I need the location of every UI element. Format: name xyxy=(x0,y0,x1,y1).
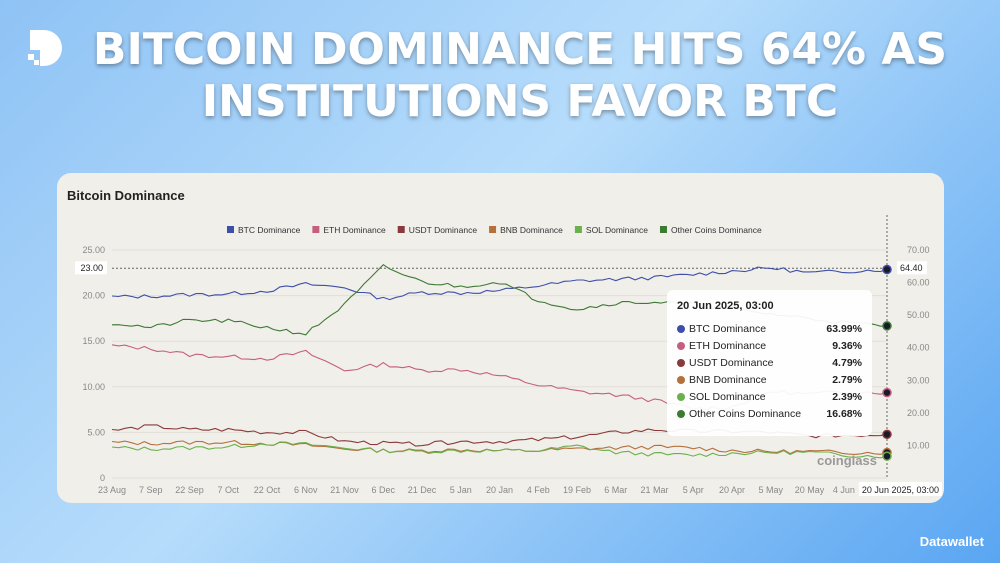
legend-swatch xyxy=(312,226,320,233)
crosshair-right-label: 64.40 xyxy=(900,263,923,273)
x-tick-label: 20 May xyxy=(795,485,825,495)
left-tick-label: 15.00 xyxy=(82,336,105,346)
x-tick-label: 4 Jun xyxy=(833,485,855,495)
tooltip-row: Other Coins Dominance 16.68% xyxy=(677,405,862,422)
tooltip-series-name: Other Coins Dominance xyxy=(689,407,802,420)
x-tick-label: 20 Jan xyxy=(486,485,513,495)
legend-label: USDT Dominance xyxy=(409,225,478,235)
x-tick-label: 5 Jan xyxy=(450,485,472,495)
series-end-marker xyxy=(882,387,892,398)
right-tick-label: 70.00 xyxy=(907,245,930,255)
tooltip-series-name: USDT Dominance xyxy=(689,356,774,369)
chart-card: Bitcoin Dominance 0 5.00 10.00 15.00 20.00 25… xyxy=(57,173,944,503)
legend-label: BNB Dominance xyxy=(500,225,563,235)
crosshair-x-box xyxy=(858,482,942,496)
series-dot-icon xyxy=(677,375,685,384)
tooltip-series-value: 9.36% xyxy=(832,339,862,352)
right-tick-label: 10.00 xyxy=(907,440,930,450)
legend-swatch xyxy=(227,226,234,233)
x-tick-label: 21 Dec xyxy=(408,485,437,495)
coinglass-watermark: coinglass xyxy=(817,453,877,468)
series-dot-icon xyxy=(677,392,685,401)
tooltip-series-value: 2.79% xyxy=(832,373,862,386)
series-dot-icon xyxy=(677,409,685,418)
x-tick-label: 19 Feb xyxy=(563,485,591,495)
series-dot-icon xyxy=(677,358,685,367)
x-tick-label: 6 Mar xyxy=(604,485,627,495)
tooltip: 20 Jun 2025, 03:00 BTC Dominance 63.99% ET… xyxy=(667,290,872,436)
tooltip-series-name: BTC Dominance xyxy=(689,322,767,335)
legend-swatch xyxy=(397,226,405,233)
tooltip-series-value: 63.99% xyxy=(826,322,862,335)
tooltip-series-name: ETH Dominance xyxy=(689,339,767,352)
crosshair-left-label: 23.00 xyxy=(80,263,103,273)
x-tick-label: 5 May xyxy=(758,485,783,495)
x-tick-label: 7 Oct xyxy=(217,485,239,495)
chart-svg: 0 5.00 10.00 15.00 20.00 25.00 10.00 20.00 30.00… xyxy=(75,215,942,496)
tooltip-row: BNB Dominance 2.79% xyxy=(677,371,862,388)
datawallet-logo-icon xyxy=(28,30,62,66)
legend-swatch xyxy=(489,226,497,233)
tooltip-series-name: BNB Dominance xyxy=(689,373,767,386)
left-tick-label: 25.00 xyxy=(82,245,105,255)
series-dot-icon xyxy=(677,324,685,333)
series-line xyxy=(111,266,888,301)
x-tick-label: 7 Sep xyxy=(139,485,163,495)
brand-label: Datawallet xyxy=(919,534,984,549)
x-tick-label: 6 Nov xyxy=(294,485,318,495)
left-tick-label: 5.00 xyxy=(87,427,105,437)
tooltip-row: USDT Dominance 4.79% xyxy=(677,354,862,371)
crosshair-left-box xyxy=(75,261,107,275)
chart-title: Bitcoin Dominance xyxy=(67,188,185,203)
legend-swatch xyxy=(659,226,667,233)
series-end-marker xyxy=(882,321,892,331)
left-tick-label: 10.00 xyxy=(82,382,105,392)
x-tick-label: 5 Apr xyxy=(683,485,704,495)
legend-label: Other Coins Dominance xyxy=(671,225,762,235)
x-tick-label: 6 Dec xyxy=(371,485,395,495)
tooltip-series-name: SOL Dominance xyxy=(689,390,766,403)
series-end-marker xyxy=(882,264,892,275)
right-tick-label: 20.00 xyxy=(907,408,930,418)
tooltip-series-value: 16.68% xyxy=(826,407,862,420)
series-line xyxy=(111,440,888,455)
x-tick-label: 22 Sep xyxy=(175,485,204,495)
series-line xyxy=(111,441,888,459)
crosshair-x-label: 20 Jun 2025, 03:00 xyxy=(862,485,939,495)
right-tick-label: 30.00 xyxy=(907,375,930,385)
tooltip-row: SOL Dominance 2.39% xyxy=(677,388,862,405)
tooltip-row: ETH Dominance 9.36% xyxy=(677,337,862,354)
tooltip-series-value: 4.79% xyxy=(832,356,862,369)
x-tick-label: 22 Oct xyxy=(254,485,281,495)
right-tick-label: 60.00 xyxy=(907,278,930,288)
legend-label: SOL Dominance xyxy=(586,225,648,235)
tooltip-title: 20 Jun 2025, 03:00 xyxy=(677,300,774,312)
crosshair-right-box xyxy=(897,261,927,275)
x-tick-label: 23 Aug xyxy=(98,485,126,495)
series-end-marker xyxy=(882,451,892,461)
series-end-marker xyxy=(882,429,892,440)
series-dot-icon xyxy=(677,341,685,350)
legend-label: BTC Dominance xyxy=(238,225,301,235)
x-tick-label: 4 Feb xyxy=(527,485,550,495)
x-tick-label: 21 Nov xyxy=(330,485,359,495)
tooltip-row: BTC Dominance 63.99% xyxy=(677,320,862,337)
right-tick-label: 50.00 xyxy=(907,310,930,320)
x-tick-label: 21 Mar xyxy=(640,485,668,495)
x-tick-label: 20 Apr xyxy=(719,485,745,495)
legend-label: ETH Dominance xyxy=(323,225,386,235)
headline: BITCOIN DOMINANCE HITS 64% AS INSTITUTIO… xyxy=(92,24,948,127)
right-tick-label: 40.00 xyxy=(907,343,930,353)
tooltip-series-value: 2.39% xyxy=(832,390,862,403)
left-tick-label: 20.00 xyxy=(82,291,105,301)
legend-swatch xyxy=(574,226,582,233)
left-tick-label: 0 xyxy=(100,473,105,483)
